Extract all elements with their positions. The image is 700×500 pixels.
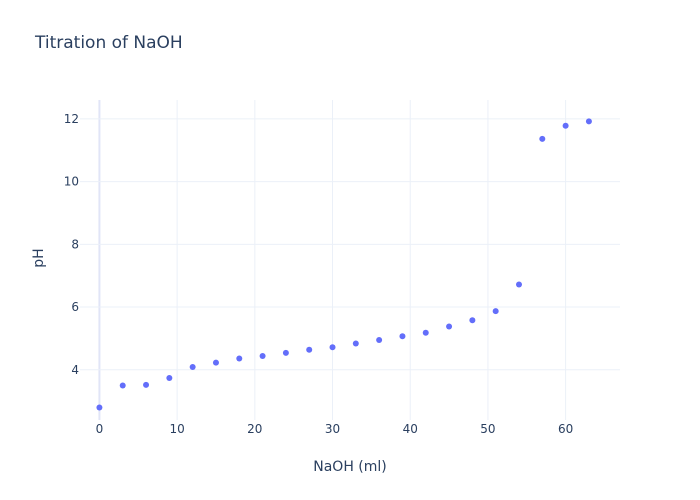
data-point — [492, 308, 499, 315]
y-tick-label: 6 — [71, 300, 79, 314]
data-point — [119, 382, 126, 389]
data-point — [96, 404, 103, 411]
y-tick-labels: 4 6 8 10 12 — [64, 112, 79, 377]
x-tick-labels: 0 10 20 30 40 50 60 — [96, 422, 574, 436]
data-points — [96, 118, 592, 411]
data-point — [585, 118, 592, 125]
x-tick-label: 20 — [247, 422, 262, 436]
y-tick-label: 12 — [64, 112, 79, 126]
grid — [80, 100, 620, 420]
x-tick-label: 30 — [325, 422, 340, 436]
data-point — [259, 353, 266, 359]
x-tick-label: 50 — [480, 422, 495, 436]
data-point — [376, 337, 383, 343]
y-tick-label: 10 — [64, 175, 79, 189]
x-tick-label: 10 — [169, 422, 184, 436]
data-point — [329, 344, 336, 351]
x-tick-label: 60 — [558, 422, 573, 436]
x-tick-label: 40 — [403, 422, 418, 436]
data-point — [539, 135, 546, 142]
x-tick-label: 0 — [96, 422, 104, 436]
x-axis-title: NaOH (ml) — [313, 459, 387, 475]
data-point — [143, 381, 150, 388]
data-point — [352, 340, 359, 347]
y-tick-label: 4 — [71, 363, 79, 377]
data-point — [469, 317, 476, 324]
data-point — [189, 363, 196, 370]
y-tick-label: 8 — [71, 237, 79, 251]
data-point — [399, 333, 406, 340]
data-point — [212, 359, 219, 366]
data-point — [422, 329, 429, 336]
data-point — [306, 346, 313, 353]
data-point — [282, 349, 289, 356]
data-point — [515, 281, 522, 288]
data-point — [446, 323, 453, 330]
chart-title: Titration of NaOH — [35, 33, 183, 53]
data-point — [236, 355, 243, 362]
y-axis-title: pH — [31, 248, 47, 267]
data-point — [562, 122, 569, 129]
data-point — [166, 374, 173, 381]
